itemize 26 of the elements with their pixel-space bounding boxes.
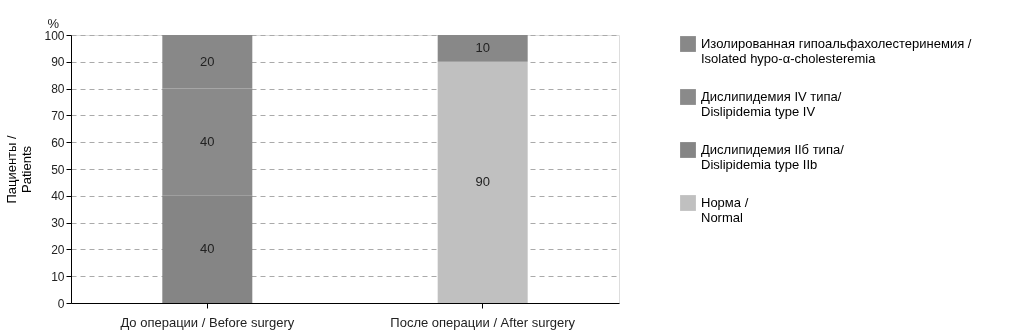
y-tick-label: 10 [51, 269, 65, 284]
data-label: 40 [200, 241, 215, 257]
data-label: 90 [475, 174, 490, 190]
y-tick-label: 80 [51, 82, 65, 97]
y-tick-label: 0 [57, 296, 65, 311]
y-tick-label: 90 [51, 55, 65, 70]
x-tick-label: После операции / After surgery [390, 314, 576, 330]
data-label: 10 [475, 40, 490, 56]
y-tick-label: 50 [51, 162, 65, 177]
y-tick-label: 100 [44, 28, 65, 43]
y-tick-label: 20 [51, 242, 65, 257]
legend-label: Изолированная гипоальфахолестеринемия / Isolated hypo-α-cholesteremia [701, 36, 972, 66]
legend-label: Дислипидемия IV типа/ Dislipidemia type IV [701, 89, 842, 119]
x-tick-label: До операции / Before surgery [120, 314, 295, 330]
y-axis-title: Пациенты / Patients [4, 135, 35, 204]
y-tick-label: 30 [51, 216, 65, 231]
data-label: 20 [200, 53, 215, 69]
bar [437, 35, 528, 62]
text: % [47, 16, 60, 31]
legend-label: Дислипидемия IIб типа/ Dislipidemia type IIb [701, 142, 845, 172]
y-tick-label: 60 [51, 135, 65, 150]
y-tick-label: 70 [51, 108, 65, 123]
data-label: 40 [200, 134, 215, 150]
y-tick-label: 40 [51, 189, 65, 204]
legend-label: Норма / Normal [701, 195, 749, 225]
bar [437, 61, 528, 303]
